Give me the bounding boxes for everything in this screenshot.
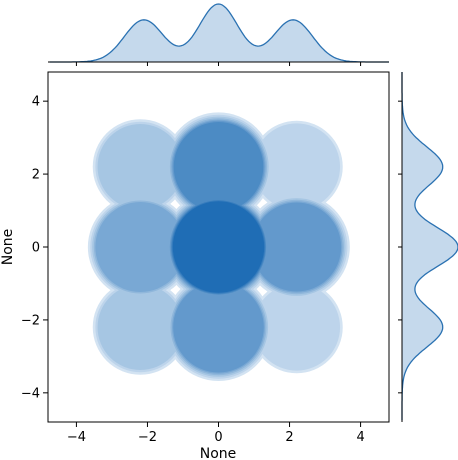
density-contours — [87, 112, 350, 382]
density-contour-7-level-5 — [173, 281, 264, 373]
x-marginal-kde — [48, 3, 390, 66]
x-tick-label: 2 — [285, 430, 293, 445]
x-tick-label: −2 — [138, 430, 157, 445]
x-tick-label: 4 — [356, 430, 364, 445]
density-contour-8-level-1 — [253, 283, 341, 371]
y-axis-ticks: −4 −2 0 2 4 — [21, 95, 48, 401]
x-marginal-fill — [49, 4, 390, 62]
main-kde-plot: −4 −2 0 2 4 −4 −2 0 2 4 None None — [0, 71, 390, 460]
density-contour-0-level-2 — [97, 123, 184, 210]
y-tick-label: −4 — [21, 386, 40, 401]
density-contour-6-level-2 — [97, 284, 184, 371]
x-marginal-line — [49, 3, 389, 63]
y-tick-label: −2 — [21, 313, 40, 328]
y-tick-label: 2 — [32, 168, 40, 183]
x-axis-label: None — [200, 446, 237, 460]
y-tick-label: 0 — [32, 241, 40, 256]
x-tick-label: 0 — [214, 430, 222, 445]
density-contour-2-level-1 — [253, 123, 341, 211]
y-tick-label: 4 — [32, 95, 40, 110]
y-marginal-kde — [398, 72, 458, 422]
x-tick-label: −4 — [67, 430, 86, 445]
density-contour-1-level-6 — [173, 121, 264, 212]
density-contour-4-level-8 — [172, 201, 265, 293]
density-contour-3-level-4 — [95, 202, 186, 292]
density-contour-5-level-5 — [252, 202, 342, 292]
x-axis-ticks: −4 −2 0 2 4 — [67, 422, 365, 445]
y-axis-label: None — [0, 229, 16, 266]
y-marginal-fill — [402, 72, 458, 421]
